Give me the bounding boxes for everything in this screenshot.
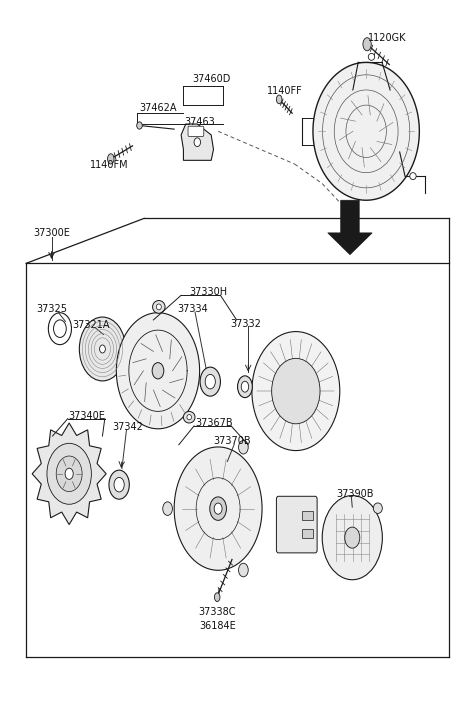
Ellipse shape: [187, 414, 191, 419]
Ellipse shape: [209, 497, 226, 521]
Ellipse shape: [65, 468, 73, 479]
FancyBboxPatch shape: [188, 126, 203, 137]
Ellipse shape: [251, 332, 339, 451]
Text: 1140FM: 1140FM: [90, 161, 128, 170]
Ellipse shape: [271, 358, 319, 424]
Text: 37340E: 37340E: [68, 411, 105, 421]
Ellipse shape: [156, 304, 161, 310]
Polygon shape: [32, 423, 106, 525]
Text: 37390B: 37390B: [335, 489, 373, 499]
Text: 37330H: 37330H: [189, 287, 227, 297]
Text: 36184E: 36184E: [198, 621, 235, 631]
Ellipse shape: [53, 320, 66, 337]
Ellipse shape: [137, 122, 142, 129]
Text: 37342: 37342: [112, 422, 143, 432]
Ellipse shape: [47, 443, 91, 505]
Polygon shape: [174, 447, 262, 570]
Text: 37334: 37334: [177, 304, 207, 314]
Ellipse shape: [107, 154, 114, 164]
Ellipse shape: [373, 503, 382, 513]
Ellipse shape: [214, 593, 219, 601]
Ellipse shape: [205, 374, 215, 389]
Ellipse shape: [152, 300, 165, 313]
Ellipse shape: [114, 478, 124, 492]
Text: 37338C: 37338C: [198, 606, 236, 616]
Ellipse shape: [152, 363, 163, 379]
Ellipse shape: [238, 441, 248, 454]
Ellipse shape: [344, 527, 359, 548]
Ellipse shape: [276, 95, 282, 104]
Text: 1120GK: 1120GK: [367, 33, 405, 44]
Polygon shape: [116, 313, 199, 429]
Polygon shape: [327, 200, 371, 254]
FancyBboxPatch shape: [302, 529, 313, 538]
Text: 37370B: 37370B: [213, 436, 250, 446]
Ellipse shape: [163, 502, 172, 515]
Ellipse shape: [200, 367, 220, 396]
Ellipse shape: [237, 376, 252, 398]
Ellipse shape: [48, 313, 71, 345]
Ellipse shape: [241, 381, 248, 392]
Ellipse shape: [109, 470, 129, 499]
Ellipse shape: [362, 38, 370, 51]
Ellipse shape: [194, 138, 200, 147]
Ellipse shape: [409, 173, 415, 180]
Ellipse shape: [214, 503, 222, 514]
Polygon shape: [181, 124, 213, 161]
Text: 37367B: 37367B: [195, 418, 233, 428]
FancyBboxPatch shape: [302, 511, 313, 521]
Ellipse shape: [79, 317, 125, 381]
Ellipse shape: [321, 496, 382, 579]
Ellipse shape: [56, 456, 82, 491]
Text: 37460D: 37460D: [192, 74, 230, 84]
Ellipse shape: [368, 53, 374, 60]
Text: 37332: 37332: [230, 318, 261, 329]
Ellipse shape: [238, 563, 248, 577]
FancyBboxPatch shape: [276, 497, 316, 553]
Polygon shape: [313, 63, 419, 200]
Text: 1140FF: 1140FF: [267, 87, 302, 97]
Text: 37462A: 37462A: [139, 103, 176, 113]
Text: 37321A: 37321A: [72, 320, 109, 330]
Text: 37325: 37325: [36, 304, 67, 314]
Ellipse shape: [100, 345, 105, 353]
Text: 37300E: 37300E: [33, 228, 70, 238]
Text: 37463: 37463: [184, 117, 214, 127]
Ellipse shape: [183, 411, 194, 423]
